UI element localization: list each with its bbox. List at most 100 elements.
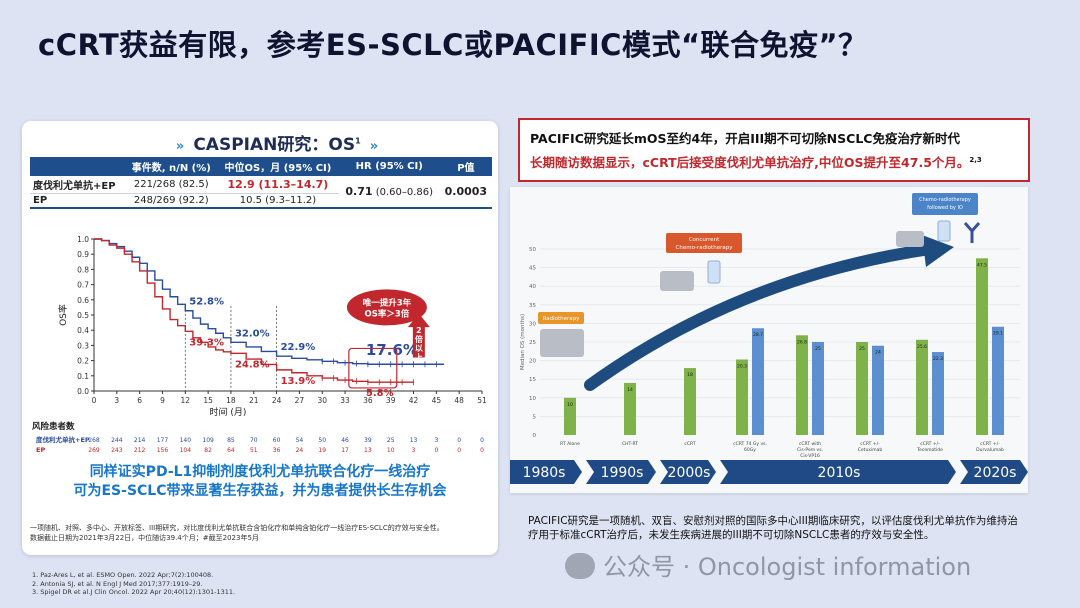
bar-value-label: 20.3 <box>737 363 747 369</box>
arrow-text-char: 倍 <box>414 334 423 344</box>
risk-value: 13 <box>364 447 372 454</box>
hr-cell: 0.71 (0.60–0.86) <box>338 176 440 209</box>
wechat-icon <box>565 553 595 579</box>
conclusion-line-1: 同样证实PD-L1抑制剂度伐利尤单抗联合化疗一线治疗 <box>89 464 431 480</box>
y-tick-label: 0.9 <box>77 250 89 259</box>
caspian-card: » CASPIAN研究：OS1 » 事件数, n/N (%) 中位OS，月 (9… <box>22 121 498 555</box>
risk-value: 104 <box>180 447 192 454</box>
bar-value-label: 18 <box>687 372 693 378</box>
stage-label-io-2: followed by IO <box>927 205 963 211</box>
stage-label-io-1: Chemo-radiotherapy <box>919 197 971 203</box>
risk-value: 39 <box>364 437 372 444</box>
annotation-label: 13.9% <box>281 376 316 387</box>
risk-value: 268 <box>88 437 100 444</box>
x-tick-label: 33 <box>340 396 350 405</box>
hr-ci: (0.60–0.86) <box>375 187 434 198</box>
trend-arrowhead-icon <box>922 235 954 267</box>
risk-table-title: 风险患者数 <box>32 421 75 432</box>
risk-value: 46 <box>341 437 349 444</box>
risk-value: 24 <box>296 447 304 454</box>
bar-value-label: 25 <box>859 346 865 352</box>
bar-value-label: 26.8 <box>797 339 807 345</box>
io-machine-icon <box>896 231 924 247</box>
risk-value: 109 <box>202 437 214 444</box>
y-tick-label: 1.0 <box>77 235 89 244</box>
timeline-segment <box>720 460 956 484</box>
pacific-line-1: PACIFIC研究延长mOS至约4年，开启III期不可切除NSCLC免疫治疗新时… <box>530 131 960 146</box>
y-tick-label: 25 <box>529 340 536 346</box>
os-table: 事件数, n/N (%) 中位OS，月 (95% CI) HR (95% CI)… <box>30 157 492 209</box>
x-tick-label: 36 <box>363 396 373 405</box>
os-table-header-p: P值 <box>439 157 492 176</box>
km-chart: 0.00.10.20.30.40.50.60.70.80.91.00 3 6 9 12 1… <box>32 235 487 454</box>
methods-line-2: 数据截止日期为2021年3月22日，中位随访39.4个月；#截至2023年5月 <box>30 534 259 542</box>
watermark: 公众号 · Oncologist information <box>565 547 971 582</box>
table-row: EP 248/269 (92.2) 10.5 (9.3–11.2) <box>30 193 492 209</box>
caspian-title: » CASPIAN研究：OS1 » <box>147 130 407 155</box>
y-tick-label: 20 <box>529 359 536 365</box>
bar <box>992 326 1004 435</box>
risk-value: 60 <box>273 437 281 444</box>
timeline-segment <box>586 460 656 484</box>
pacific-description: PACIFIC研究是一项随机、双盲、安慰剂对照的国际多中心III期临床研究，以评… <box>528 515 1018 541</box>
timeline-segment <box>960 460 1028 484</box>
x-tick-label: 0 <box>92 396 97 405</box>
risk-value: 25 <box>387 437 395 444</box>
reference-2: 2. Antonia SJ, et al. N Engl J Med 2017;… <box>32 579 203 588</box>
x-tick-label: 9 <box>160 396 165 405</box>
timeline-label: 1980s <box>523 465 566 481</box>
radiotherapy-machine-icon <box>540 329 584 357</box>
caspian-title-text: CASPIAN研究：OS <box>193 135 356 155</box>
y-tick-label: 5 <box>533 414 537 420</box>
stage-label-io-bg <box>912 193 978 215</box>
arm-durva-label: 度伐利尤单抗+EP <box>30 176 126 194</box>
risk-value: 13 <box>410 437 418 444</box>
timeline-label: 2000s <box>668 465 711 481</box>
risk-value: 156 <box>157 447 169 454</box>
category-label: Cis-Pem vs. <box>797 447 823 453</box>
y-tick-label: 0.6 <box>77 296 89 305</box>
risk-value: 82 <box>204 447 212 454</box>
risk-value: 0 <box>457 437 461 444</box>
stage-label-radiotherapy-bg <box>538 312 584 324</box>
annotation-label: 5.8% <box>366 388 394 399</box>
x-tick-label: 27 <box>295 396 305 405</box>
bar-value-label: 47.5 <box>977 262 987 268</box>
chevron-right-icon-2: » <box>360 139 379 154</box>
risk-value: 51 <box>250 447 258 454</box>
x-tick-label: 15 <box>203 396 213 405</box>
p-value: 0.0003 <box>439 176 492 209</box>
x-axis-title: 时间 (月) <box>210 406 247 418</box>
risk-value: 0 <box>434 447 438 454</box>
risk-value: 243 <box>111 447 123 454</box>
hr-value: 0.71 <box>345 185 373 198</box>
x-tick-label: 42 <box>409 396 419 405</box>
os-table-header-median: 中位OS，月 (95% CI) <box>217 157 339 176</box>
page-title: cCRT获益有限，参考ES-SCLC或PACIFIC模式“联合免疫”？ <box>38 28 868 62</box>
up-arrow-icon <box>407 313 430 358</box>
watermark-text: 公众号 · Oncologist information <box>603 553 972 581</box>
risk-value: 177 <box>157 437 169 444</box>
y-axis-title: OS率 <box>57 304 69 326</box>
risk-value: 36 <box>273 447 281 454</box>
caspian-title-sup: 1 <box>355 136 361 146</box>
highlight-box <box>348 347 398 389</box>
bar <box>736 359 748 435</box>
methods-note: 一项随机、对照、多中心、开放标签、III期研究，对比度伐利尤单抗联合含铂化疗和单… <box>30 523 492 543</box>
events-durva: 221/268 (82.5) <box>125 176 218 194</box>
arrow-text-char: 2 <box>416 326 422 335</box>
chemo-machine-icon <box>660 271 694 291</box>
y-tick-label: 0.5 <box>77 311 89 320</box>
x-tick-label: 45 <box>432 396 442 405</box>
y-tick-label: 0.2 <box>77 357 89 366</box>
risk-value: 54 <box>296 437 304 444</box>
timeline-label: 1990s <box>601 465 644 481</box>
risk-value: 3 <box>434 437 438 444</box>
pacific-line-2-wrap: 长期随访数据显示，cCRT后接受度伐利尤单抗治疗,中位OS提升至47.5个月。2… <box>530 152 982 171</box>
y-tick-label: 35 <box>529 303 536 309</box>
arrow-text-char: 以 <box>415 344 423 353</box>
bar <box>684 368 696 435</box>
bar-value-label: 25 <box>815 346 821 352</box>
risk-value: 50 <box>318 437 326 444</box>
bar <box>564 397 576 435</box>
